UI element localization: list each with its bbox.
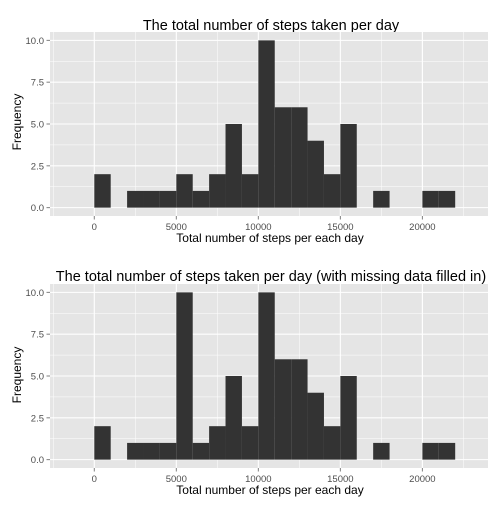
histogram-bar [258,40,275,208]
histogram-bar [274,107,292,208]
x-tick-label: 15000 [327,474,353,485]
histogram-bar [176,292,193,460]
histogram-bar [373,190,390,208]
histogram-bar [323,426,341,460]
histogram-bar [291,107,308,208]
histogram-bar [258,292,275,460]
histogram-bar [94,426,111,460]
histogram-bar [241,426,259,460]
histogram-bar [323,174,341,208]
y-tick-label: 2.5 [31,413,44,424]
y-tick-label: 5.0 [31,372,44,383]
histogram-bar [422,190,439,208]
y-tick-label: 7.5 [31,330,44,341]
x-axis-label: Total number of steps per each day [176,231,363,245]
histogram-bar [340,124,357,208]
chart-title: The total number of steps taken per day … [56,269,486,285]
histogram-bar [209,426,226,460]
histogram-chart-original: The total number of steps taken per day … [10,18,488,245]
y-axis-ticks: 0.0 2.5 5.0 7.5 10.0 [26,36,50,214]
histogram-bar [143,190,160,208]
histogram-bar [127,190,144,208]
x-tick-label: 20000 [409,222,435,233]
x-tick-label: 0 [92,222,97,233]
histogram-bar [340,376,357,460]
histogram-bar [127,442,144,460]
y-tick-label: 10.0 [26,36,45,47]
x-tick-label: 0 [92,474,97,485]
histogram-chart-filled: The total number of steps taken per day … [10,269,488,497]
histogram-bar [438,190,456,208]
x-axis-ticks: 0 5000 10000 15000 20000 [92,216,436,233]
y-tick-label: 10.0 [26,288,45,299]
x-tick-label: 10000 [245,474,271,485]
bar-series [94,40,456,208]
y-tick-label: 5.0 [31,120,44,131]
histogram-bar [225,124,242,208]
histogram-bar [438,442,456,460]
y-axis-label: Frequency [10,347,24,404]
histogram-bar [176,174,193,208]
histogram-bar [307,140,324,208]
chart-title: The total number of steps taken per day [143,18,400,34]
y-tick-label: 7.5 [31,78,44,89]
histogram-bar [94,174,111,208]
histogram-bar [209,174,226,208]
histogram-bar [291,359,308,460]
histogram-bar [307,392,324,460]
histogram-bar [159,442,177,460]
x-tick-label: 20000 [409,474,435,485]
bar-series [94,292,456,460]
histogram-bar [192,190,210,208]
histogram-bar [159,190,177,208]
x-tick-label: 10000 [245,222,271,233]
y-tick-label: 2.5 [31,161,44,172]
histogram-bar [192,442,210,460]
y-tick-label: 0.0 [31,455,44,466]
x-axis-label: Total number of steps per each day [176,483,363,497]
y-axis-ticks: 0.0 2.5 5.0 7.5 10.0 [26,288,50,466]
x-tick-label: 5000 [166,474,187,485]
x-axis-ticks: 0 5000 10000 15000 20000 [92,468,436,485]
x-tick-label: 15000 [327,222,353,233]
histogram-bar [241,174,259,208]
y-tick-label: 0.0 [31,203,44,214]
histogram-bar [225,376,242,460]
histogram-bar [422,442,439,460]
histogram-bar [143,442,160,460]
histogram-bar [373,442,390,460]
y-axis-label: Frequency [10,94,24,151]
x-tick-label: 5000 [166,222,187,233]
histogram-bar [274,359,292,460]
